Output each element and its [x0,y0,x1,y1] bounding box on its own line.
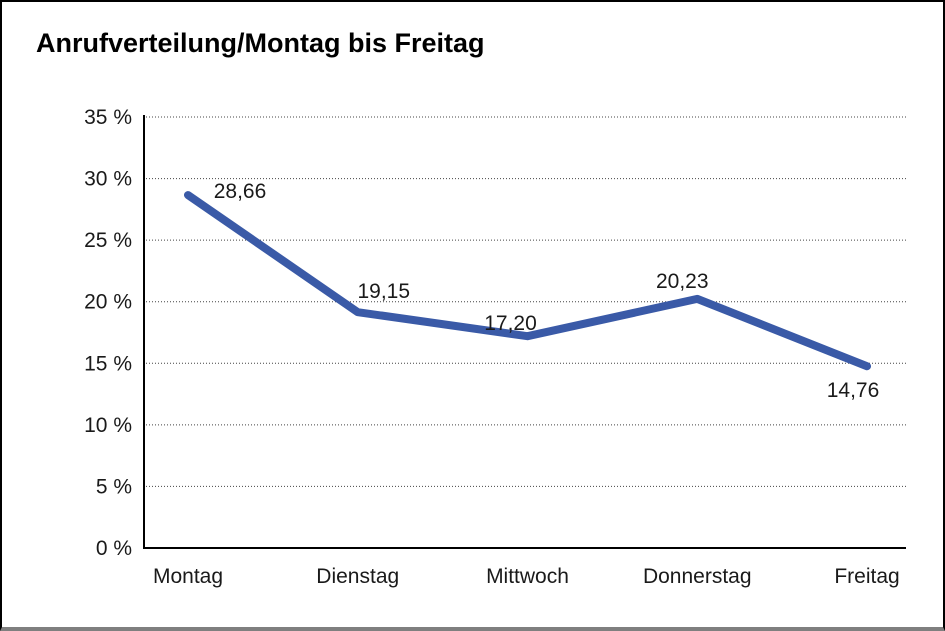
y-tick-label: 15 % [84,352,132,375]
y-tick-label: 5 % [96,475,132,498]
x-tick-label: Freitag [834,565,899,588]
y-tick-label: 10 % [84,414,132,437]
y-tick-label: 0 % [96,537,132,560]
data-point-label: 28,66 [214,180,267,203]
data-line [184,191,871,371]
x-tick-label: Donnerstag [643,565,752,588]
y-tick-label: 25 % [84,229,132,252]
x-tick-label: Mittwoch [486,565,569,588]
data-point-label: 19,15 [357,280,410,303]
x-tick-label: Dienstag [316,565,399,588]
data-point-label: 20,23 [656,270,709,293]
data-point-label: 17,20 [484,312,537,335]
chart-title: Anrufverteilung/Montag bis Freitag [36,28,485,58]
data-point-label: 14,76 [827,379,880,402]
y-tick-label: 30 % [84,168,132,191]
y-tick-label: 35 % [84,106,132,129]
x-tick-label: Montag [153,565,223,588]
y-tick-label: 20 % [84,291,132,314]
